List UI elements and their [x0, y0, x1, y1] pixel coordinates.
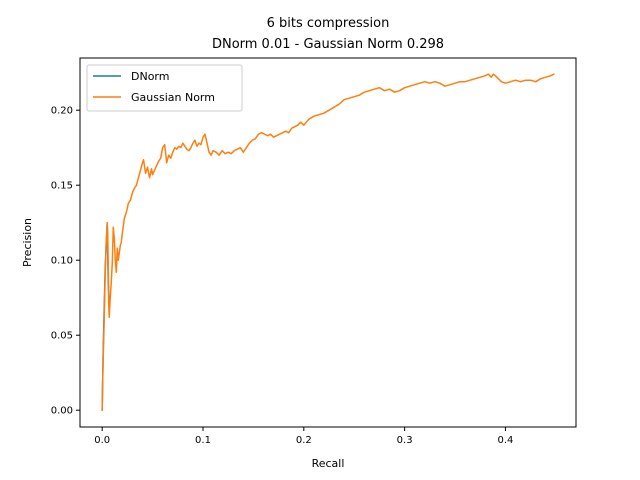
chart-subtitle: DNorm 0.01 - Gaussian Norm 0.298: [212, 37, 444, 52]
plot-frame: [79, 57, 577, 428]
y-tick-label: 0.05: [51, 331, 73, 342]
y-axis-label: Precision: [21, 218, 34, 267]
series-group: [101, 73, 555, 411]
x-axis-ticks: 0.0 0.1 0.2 0.3 0.4: [94, 427, 513, 446]
y-tick-label: 0.15: [51, 181, 73, 192]
x-tick-label: 0.0: [94, 435, 110, 446]
chart-title: 6 bits compression: [267, 16, 390, 31]
legend-box: [86, 64, 243, 112]
legend-label-dnorm: DNorm: [131, 70, 169, 83]
y-tick-label: 0.10: [51, 256, 73, 267]
y-axis-ticks: 0.00 0.05 0.10 0.15 0.20: [51, 106, 80, 417]
legend-label-gaussian-norm: Gaussian Norm: [131, 91, 215, 104]
x-tick-label: 0.3: [397, 435, 413, 446]
x-tick-label: 0.1: [195, 435, 211, 446]
x-tick-label: 0.4: [497, 435, 513, 446]
legend: DNorm Gaussian Norm: [86, 64, 243, 112]
series-line-gaussian-norm: [101, 73, 555, 411]
y-tick-label: 0.00: [51, 406, 73, 417]
x-axis-label: Recall: [312, 457, 345, 470]
x-tick-label: 0.2: [296, 435, 312, 446]
y-tick-label: 0.20: [51, 106, 73, 117]
